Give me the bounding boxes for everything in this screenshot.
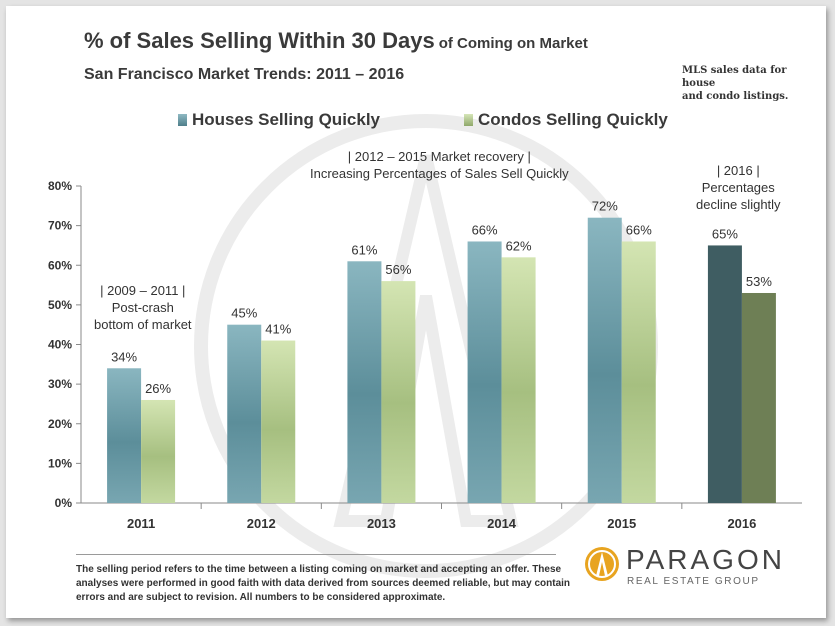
bar-houses bbox=[347, 261, 381, 503]
bar-condos bbox=[261, 341, 295, 503]
y-tick-label: 70% bbox=[48, 219, 72, 233]
bar-condos bbox=[622, 241, 656, 503]
bar-houses bbox=[107, 368, 141, 503]
bar-houses bbox=[588, 218, 622, 503]
bar-condos bbox=[141, 400, 175, 503]
data-label-houses: 45% bbox=[231, 306, 257, 321]
y-tick-label: 60% bbox=[48, 258, 72, 272]
bar-condos bbox=[502, 257, 536, 503]
data-label-condos: 53% bbox=[746, 274, 772, 289]
x-tick-label: 2012 bbox=[247, 516, 276, 531]
x-tick-label: 2014 bbox=[487, 516, 517, 531]
data-label-houses: 34% bbox=[111, 349, 137, 364]
bar-condos bbox=[742, 293, 776, 503]
y-tick-label: 10% bbox=[48, 456, 72, 470]
y-tick-label: 20% bbox=[48, 417, 72, 431]
x-tick-label: 2013 bbox=[367, 516, 396, 531]
disclaimer: The selling period refers to the time be… bbox=[76, 563, 576, 605]
logo-wordmark: PARAGON bbox=[626, 544, 785, 576]
slide: % of Sales Selling Within 30 Days of Comi… bbox=[6, 6, 826, 618]
y-tick-label: 50% bbox=[48, 298, 72, 312]
data-label-condos: 62% bbox=[506, 238, 532, 253]
x-tick-label: 2015 bbox=[607, 516, 636, 531]
bar-chart: 0% 10% 20% 30% 40% 50% 60% 70% 80% 2011 2012 2013 20… bbox=[6, 6, 826, 618]
data-label-houses: 72% bbox=[592, 199, 618, 214]
logo-subtitle: REAL ESTATE GROUP bbox=[627, 576, 760, 587]
bar-houses bbox=[227, 325, 261, 503]
paragon-logo-icon bbox=[584, 544, 620, 584]
paragon-logo: PARAGON REAL ESTATE GROUP bbox=[584, 540, 814, 590]
y-tick-label: 30% bbox=[48, 377, 72, 391]
bar-houses bbox=[468, 241, 502, 503]
data-label-condos: 56% bbox=[385, 262, 411, 277]
data-label-condos: 41% bbox=[265, 322, 291, 337]
data-label-houses: 65% bbox=[712, 226, 738, 241]
data-label-condos: 66% bbox=[626, 222, 652, 237]
y-tick-label: 80% bbox=[48, 179, 72, 193]
y-tick-label: 0% bbox=[55, 496, 73, 510]
x-tick-label: 2016 bbox=[727, 516, 756, 531]
data-label-houses: 66% bbox=[472, 222, 498, 237]
bar-houses bbox=[708, 245, 742, 503]
data-label-houses: 61% bbox=[351, 242, 377, 257]
y-tick-label: 40% bbox=[48, 338, 72, 352]
x-tick-label: 2011 bbox=[127, 516, 155, 531]
bar-condos bbox=[381, 281, 415, 503]
footer-rule bbox=[76, 554, 556, 555]
data-label-condos: 26% bbox=[145, 381, 171, 396]
